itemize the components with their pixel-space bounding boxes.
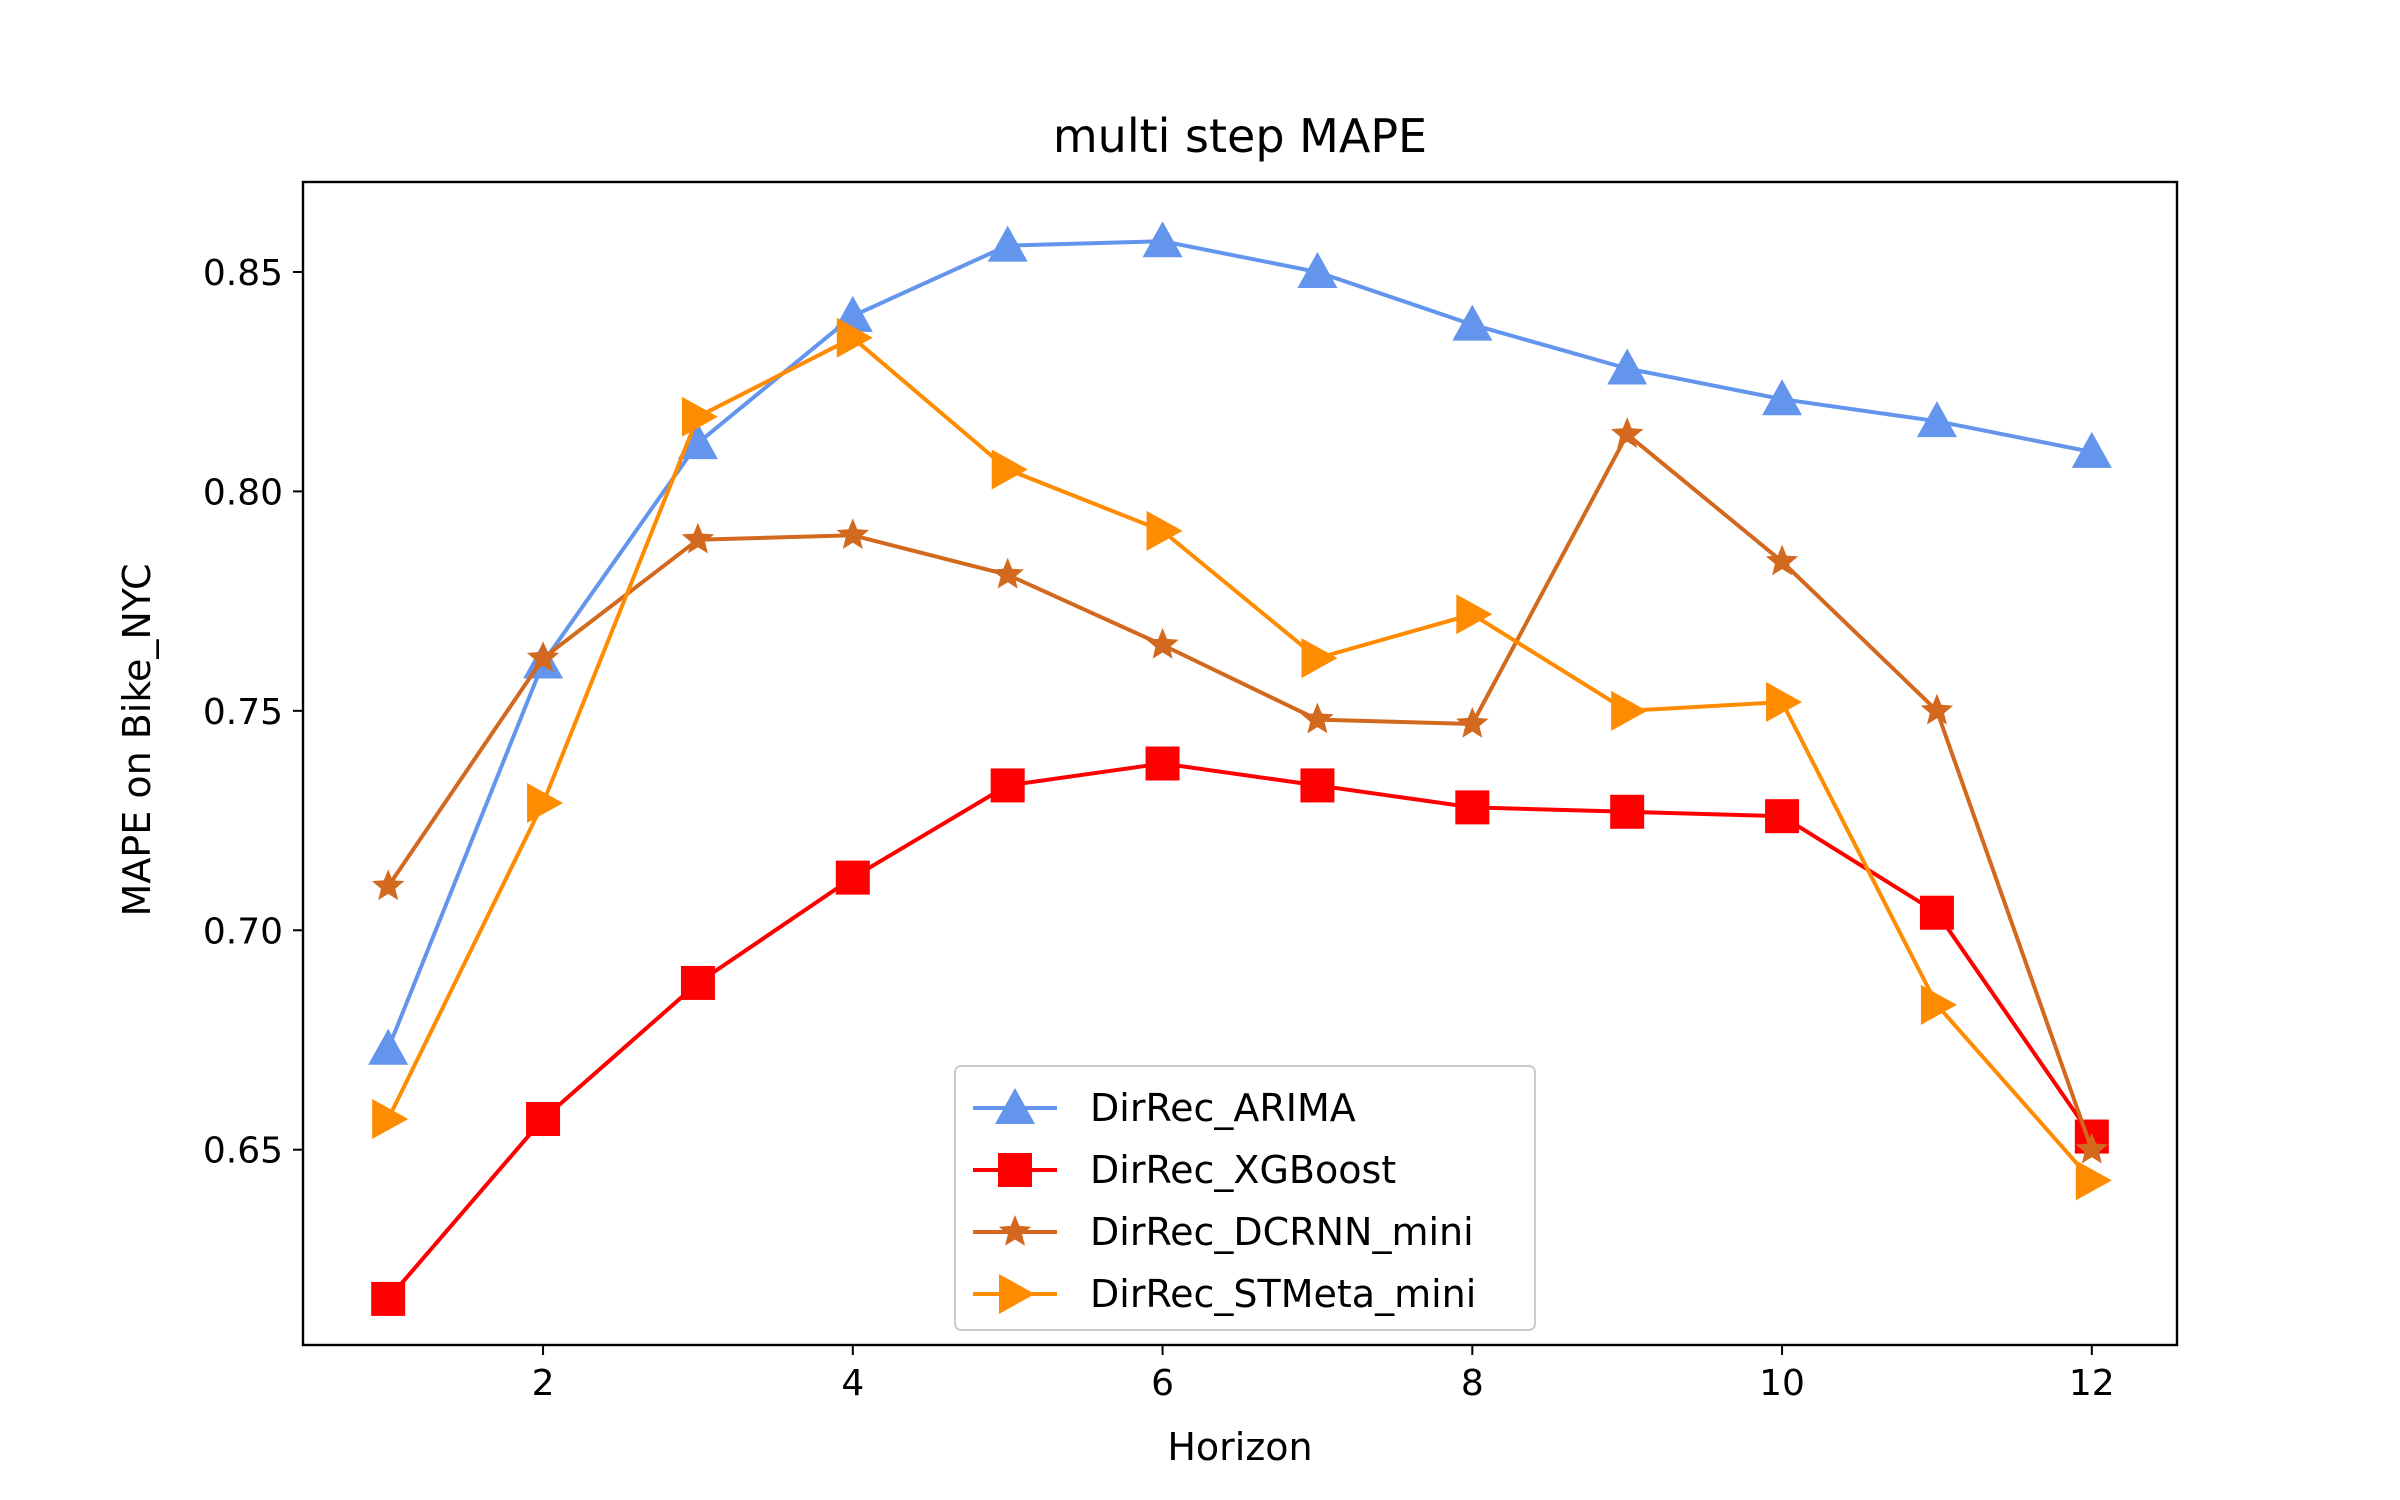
data-point: [1762, 379, 1803, 416]
data-point: [527, 782, 564, 823]
data-point: [1145, 746, 1180, 781]
x-tick-label: 10: [1759, 1363, 1805, 1404]
data-point: [368, 1028, 409, 1065]
data-point: [2075, 1132, 2108, 1164]
data-point: [681, 522, 715, 554]
series-line-DirRec_XGBoost: [386, 761, 2094, 1301]
data-point: [1611, 690, 1648, 731]
series-line-DirRec_ARIMA: [386, 239, 2093, 1050]
axis-ticks: 2 4 6 8 10 12 0.65 0.70 0.75 0.80 0.85: [203, 253, 2115, 1404]
x-tick-label: 12: [2069, 1363, 2115, 1404]
data-point: [1301, 702, 1334, 734]
data-point: [836, 518, 869, 549]
data-point: [987, 225, 1028, 262]
data-point: [1611, 417, 1644, 449]
series-DirRec_XGBoost: [371, 746, 2109, 1316]
y-tick-label: 0.75: [203, 692, 283, 733]
y-tick-label: 0.80: [203, 472, 283, 513]
data-point: [1766, 682, 1803, 723]
legend-marker: [998, 1153, 1032, 1187]
data-point: [836, 317, 873, 358]
data-point: [1297, 251, 1338, 288]
data-point: [1301, 638, 1338, 679]
series-DirRec_DCRNN_mini: [372, 417, 2108, 1164]
data-point: [1765, 799, 1800, 834]
plot-area: [301, 180, 2179, 1347]
chart-title: multi step MAPE: [1053, 109, 1427, 163]
data-point: [372, 1098, 409, 1139]
data-point: [1765, 544, 1799, 576]
series-layer: [368, 221, 2112, 1316]
data-point: [991, 557, 1024, 589]
data-point: [526, 641, 560, 672]
legend-label: DirRec_STMeta_mini: [1090, 1272, 1476, 1316]
data-point: [1452, 304, 1493, 341]
data-point: [1300, 768, 1335, 803]
y-tick-label: 0.65: [203, 1131, 283, 1172]
data-point: [1142, 221, 1183, 258]
y-tick-label: 0.85: [203, 253, 283, 294]
data-point: [680, 965, 715, 1000]
data-point: [526, 1101, 561, 1136]
data-point: [1607, 348, 1648, 385]
legend-item: DirRec_ARIMA: [973, 1086, 1356, 1130]
data-point: [1456, 707, 1489, 738]
x-tick-label: 6: [1151, 1363, 1174, 1404]
data-point: [835, 860, 870, 895]
data-point: [677, 423, 718, 460]
plot-frame: [301, 180, 2179, 1347]
data-point: [681, 396, 718, 437]
x-tick-label: 2: [532, 1363, 555, 1404]
legend-box: [954, 1065, 1536, 1331]
data-point: [2071, 431, 2112, 468]
data-point: [371, 1281, 406, 1316]
series-DirRec_STMeta_mini: [372, 317, 2112, 1201]
series-line-DirRec_STMeta_mini: [386, 335, 2094, 1182]
data-point: [1920, 984, 1957, 1025]
data-point: [1610, 794, 1645, 829]
legend-marker: [999, 1274, 1035, 1314]
data-point: [1146, 510, 1183, 551]
data-point: [991, 449, 1028, 490]
legend-item: DirRec_XGBoost: [973, 1148, 1396, 1192]
legend-item: DirRec_DCRNN_mini: [973, 1210, 1474, 1254]
data-point: [990, 768, 1025, 803]
data-point: [1146, 628, 1179, 659]
legend-marker: [998, 1215, 1032, 1246]
series-DirRec_ARIMA: [368, 221, 2112, 1065]
x-axis-label: Horizon: [1167, 1425, 1312, 1469]
data-point: [1455, 790, 1490, 825]
data-point: [1919, 895, 1954, 930]
legend-label: DirRec_DCRNN_mini: [1090, 1210, 1474, 1254]
series-line-DirRec_DCRNN_mini: [386, 432, 2094, 1151]
legend: DirRec_ARIMA DirRec_XGBoost DirRec_DCRNN_m…: [954, 1065, 1536, 1331]
data-point: [1920, 693, 1954, 725]
legend-label: DirRec_XGBoost: [1090, 1148, 1396, 1192]
data-point: [1916, 401, 1957, 438]
x-tick-label: 4: [841, 1363, 864, 1404]
data-point: [2075, 1160, 2112, 1201]
x-tick-label: 8: [1461, 1363, 1484, 1404]
y-tick-label: 0.70: [203, 911, 283, 952]
legend-label: DirRec_ARIMA: [1090, 1086, 1356, 1130]
legend-item: DirRec_STMeta_mini: [973, 1272, 1476, 1316]
legend-marker: [995, 1088, 1035, 1124]
data-point: [372, 869, 405, 901]
data-point: [1456, 594, 1493, 635]
y-axis-label: MAPE on Bike_NYC: [115, 564, 159, 917]
